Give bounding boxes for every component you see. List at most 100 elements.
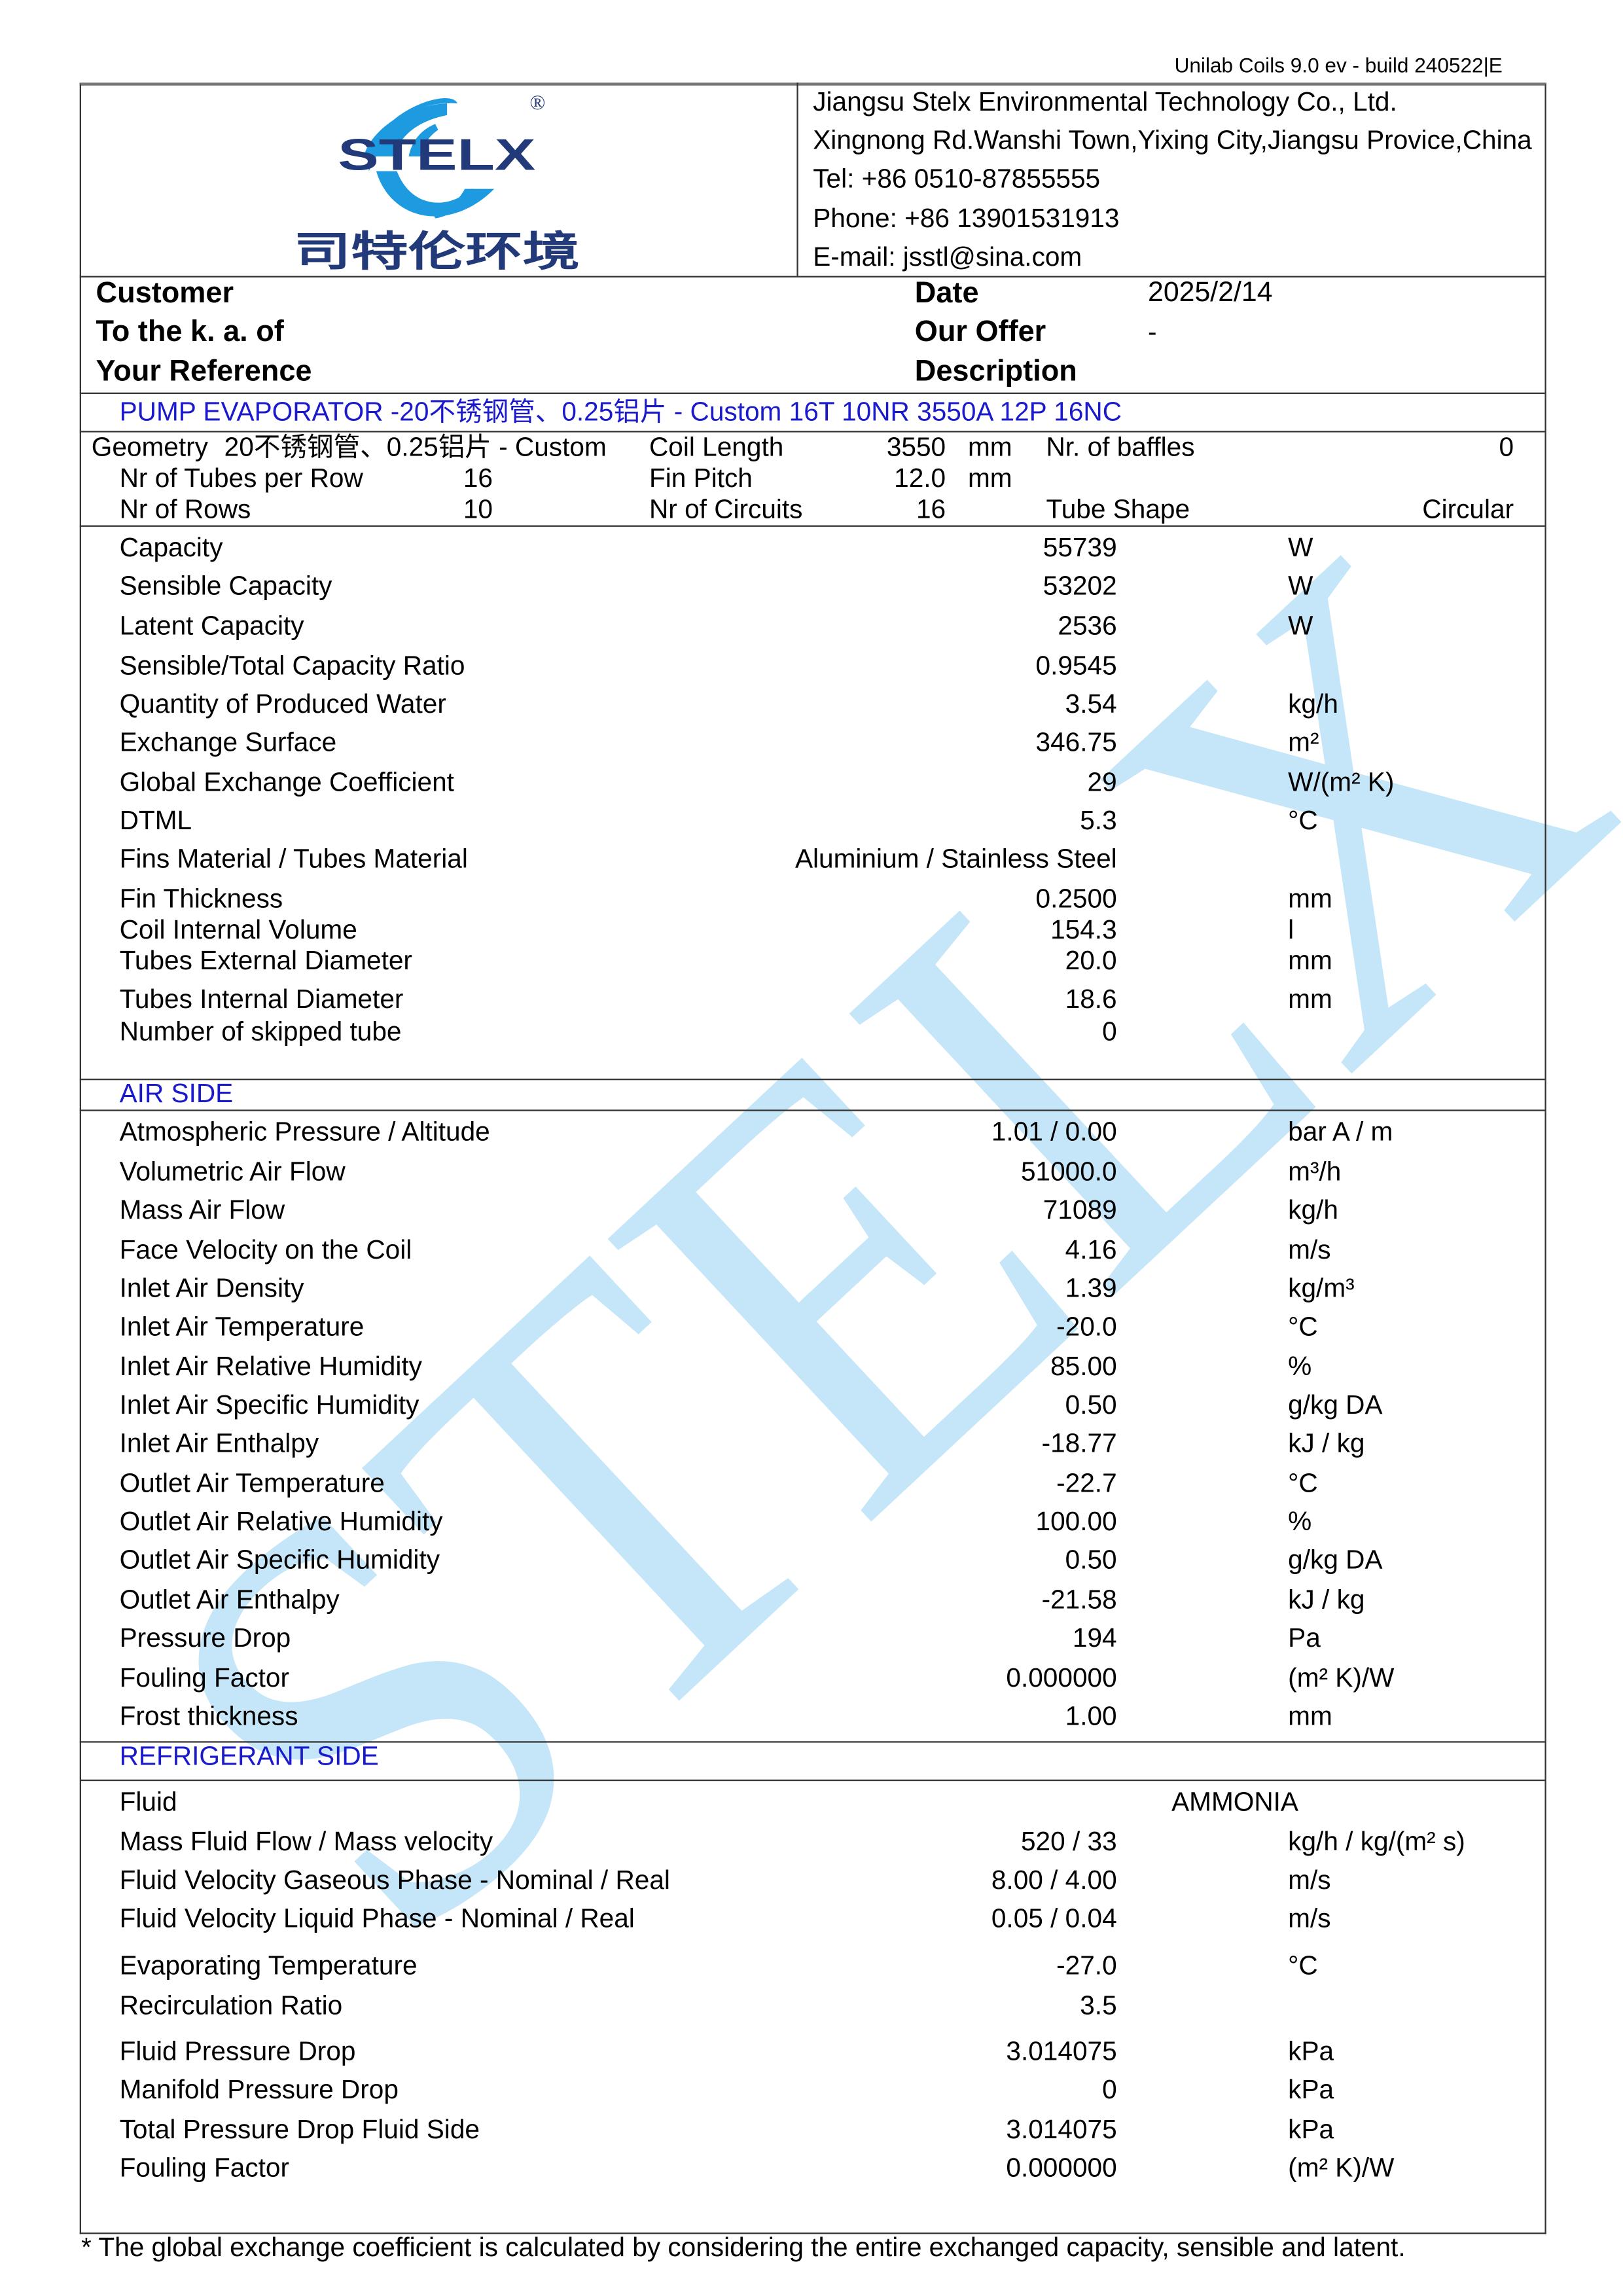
row-value: 100.00	[1035, 1506, 1117, 1536]
row-unit: %	[1288, 1352, 1312, 1382]
tube-shape-value: Circular	[1422, 494, 1514, 524]
row-unit: kg/h	[1288, 689, 1338, 719]
row-value: 194	[1072, 1623, 1117, 1653]
row-unit: bar A / m	[1288, 1117, 1393, 1147]
your-reference-label: Your Reference	[96, 355, 312, 388]
row-unit: Pa	[1288, 1623, 1321, 1653]
software-version: Unilab Coils 9.0 ev - build 240522|E	[1174, 53, 1503, 77]
row-unit: mm	[1288, 1701, 1332, 1731]
row-unit: m³/h	[1288, 1157, 1342, 1187]
row-value: 1.39	[1065, 1273, 1117, 1303]
row-unit: kPa	[1288, 2074, 1334, 2104]
row-label: Inlet Air Relative Humidity	[119, 1352, 422, 1382]
circuits-label: Nr of Circuits	[649, 494, 803, 524]
divider	[79, 1741, 1545, 1743]
row-value: -18.77	[1041, 1428, 1117, 1458]
row-value: 154.3	[1050, 914, 1117, 944]
row-value: 71089	[1043, 1195, 1117, 1225]
row-unit: W	[1288, 532, 1313, 562]
date-label: Date	[914, 277, 979, 310]
our-offer-label: Our Offer	[914, 315, 1046, 349]
svg-text:司特伦环境: 司特伦环境	[294, 227, 580, 276]
row-label: Total Pressure Drop Fluid Side	[119, 2114, 480, 2144]
row-value: 2536	[1058, 611, 1117, 641]
row-label: Pressure Drop	[119, 1623, 291, 1653]
row-label: Inlet Air Temperature	[119, 1312, 365, 1342]
row-value: 0	[1102, 1016, 1117, 1047]
row-value: 3.54	[1065, 689, 1117, 719]
baffles-label: Nr. of baffles	[1046, 432, 1195, 462]
row-unit: m/s	[1288, 1235, 1331, 1265]
company-tel: Tel: +86 0510-87855555	[813, 164, 1101, 194]
row-label: Outlet Air Relative Humidity	[119, 1506, 443, 1536]
row-value: 1.01 / 0.00	[991, 1117, 1117, 1147]
divider	[79, 1079, 1545, 1081]
fluid-value: AMMONIA	[1171, 1787, 1298, 1817]
row-value: -20.0	[1056, 1312, 1117, 1342]
row-unit: °C	[1288, 805, 1318, 836]
row-value: Aluminium / Stainless Steel	[794, 844, 1117, 874]
row-label: Coil Internal Volume	[119, 914, 357, 944]
row-unit: m/s	[1288, 1903, 1331, 1933]
row-unit: °C	[1288, 1950, 1318, 1981]
row-value: 0.9545	[1035, 651, 1117, 681]
company-name: Jiangsu Stelx Environmental Technology C…	[813, 87, 1397, 117]
row-label: Outlet Air Enthalpy	[119, 1585, 340, 1615]
company-address: Xingnong Rd.Wanshi Town,Yixing City,Jian…	[813, 125, 1532, 155]
rows-label: Nr of Rows	[119, 494, 251, 524]
row-unit: mm	[1288, 946, 1332, 976]
divider	[79, 1109, 1545, 1111]
coil-length-unit: mm	[967, 432, 1012, 462]
row-label: Fin Thickness	[119, 884, 283, 914]
divider	[79, 392, 1545, 394]
row-label: Recirculation Ratio	[119, 1990, 343, 2020]
row-value: 0.05 / 0.04	[991, 1903, 1117, 1933]
divider	[79, 525, 1545, 527]
row-unit: °C	[1288, 1468, 1318, 1498]
row-value: 1.00	[1065, 1701, 1117, 1731]
sheet-frame	[79, 82, 1546, 2234]
row-unit: kPa	[1288, 2114, 1334, 2144]
row-value: 3.014075	[1006, 2114, 1117, 2144]
tube-shape-label: Tube Shape	[1046, 494, 1190, 524]
divider	[79, 431, 1545, 433]
svg-text:®: ®	[529, 91, 545, 114]
row-label: Tubes Internal Diameter	[119, 984, 404, 1014]
row-label: Fluid Pressure Drop	[119, 2036, 356, 2066]
row-label: Evaporating Temperature	[119, 1950, 418, 1981]
baffles-value: 0	[1499, 432, 1514, 462]
description-label: Description	[914, 355, 1077, 388]
row-label: Number of skipped tube	[119, 1016, 402, 1047]
row-label: Quantity of Produced Water	[119, 689, 446, 719]
footnote: * The global exchange coefficient is cal…	[80, 2233, 1406, 2263]
row-value: 5.3	[1080, 805, 1117, 836]
company-logo: STELX ® 司特伦环境	[294, 91, 580, 276]
row-value: 0.2500	[1035, 884, 1117, 914]
row-unit: kPa	[1288, 2036, 1334, 2066]
row-value: 18.6	[1065, 984, 1117, 1014]
company-phone: Phone: +86 13901531913	[813, 204, 1120, 234]
row-label: DTML	[119, 805, 192, 836]
product-title: PUMP EVAPORATOR -20不锈钢管、0.25铝片 - Custom …	[119, 397, 1122, 427]
row-label: Outlet Air Specific Humidity	[119, 1545, 440, 1575]
refrigerant-side-title: REFRIGERANT SIDE	[119, 1741, 379, 1771]
row-unit: mm	[1288, 984, 1332, 1014]
row-label: Fins Material / Tubes Material	[119, 844, 468, 874]
tubes-per-row-value: 16	[463, 463, 493, 493]
row-unit: %	[1288, 1506, 1312, 1536]
row-label: Manifold Pressure Drop	[119, 2074, 399, 2104]
geometry-value: 20不锈钢管、0.25铝片 - Custom	[224, 432, 607, 462]
row-value: 3.014075	[1006, 2036, 1117, 2066]
row-unit: W	[1288, 571, 1313, 601]
row-label: Mass Air Flow	[119, 1195, 285, 1225]
date-value: 2025/2/14	[1148, 277, 1273, 309]
row-label: Exchange Surface	[119, 727, 337, 757]
geometry-label: Geometry	[91, 432, 208, 462]
row-unit: kg/h	[1288, 1195, 1338, 1225]
row-value: 20.0	[1065, 946, 1117, 976]
row-label: Mass Fluid Flow / Mass velocity	[119, 1827, 493, 1857]
company-email[interactable]: E-mail: jsstl@sina.com	[813, 242, 1082, 272]
row-label: Sensible/Total Capacity Ratio	[119, 651, 465, 681]
circuits-value: 16	[916, 494, 946, 524]
row-value: -27.0	[1056, 1950, 1117, 1981]
